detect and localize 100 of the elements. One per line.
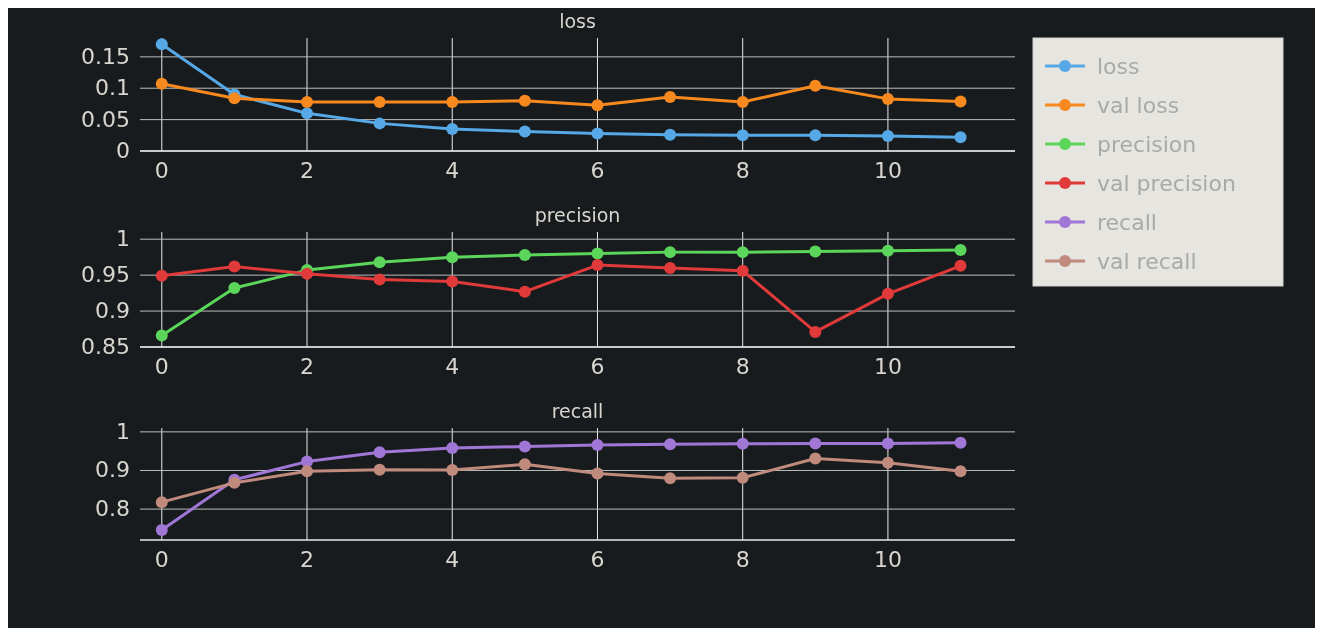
point (954, 436, 967, 449)
point (228, 260, 241, 273)
point (446, 251, 459, 264)
y-tick-label: 0 (116, 138, 130, 163)
point (881, 437, 894, 450)
point (373, 96, 386, 109)
point (591, 438, 604, 451)
x-tick-label: 6 (590, 158, 605, 183)
point (373, 446, 386, 459)
legend-label: loss (1097, 54, 1140, 79)
x-tick-label: 0 (154, 354, 169, 379)
point (155, 329, 168, 342)
chart-title: loss (559, 10, 596, 32)
point (373, 463, 386, 476)
x-tick-label: 6 (590, 354, 605, 379)
legend-label: val recall (1097, 249, 1197, 274)
y-tick-label: 0.8 (95, 496, 130, 522)
x-tick-label: 8 (735, 354, 750, 379)
point (664, 128, 677, 141)
y-tick-label: 0.1 (95, 75, 130, 101)
x-tick-label: 6 (590, 547, 605, 572)
x-tick-label: 0 (154, 547, 169, 572)
x-tick-label: 4 (445, 547, 460, 572)
point (736, 471, 749, 484)
y-tick-label: 0.85 (81, 334, 130, 359)
x-tick-label: 10 (873, 547, 902, 572)
x-tick-label: 8 (735, 547, 750, 572)
point (664, 261, 677, 274)
point (301, 465, 314, 478)
point (155, 269, 168, 282)
x-tick-label: 4 (445, 354, 460, 379)
point (155, 523, 168, 536)
point (446, 464, 459, 477)
point (736, 96, 749, 109)
point (591, 99, 604, 112)
point (591, 259, 604, 272)
y-tick-label: 1 (116, 226, 130, 252)
x-tick-label: 2 (300, 354, 315, 379)
x-tick-label: 2 (300, 158, 315, 183)
x-tick-label: 4 (445, 158, 460, 183)
point (518, 458, 531, 471)
point (446, 442, 459, 455)
point (373, 256, 386, 269)
chart-title: recall (551, 400, 604, 422)
y-tick-label: 1 (116, 418, 130, 444)
point (664, 246, 677, 259)
legend-label: val precision (1097, 171, 1236, 196)
point (809, 245, 822, 258)
y-tick-label: 0.15 (81, 43, 130, 69)
point (591, 247, 604, 260)
y-tick-label: 0.95 (81, 262, 130, 288)
point (518, 94, 531, 107)
point (228, 282, 241, 295)
point (954, 131, 967, 144)
point (881, 244, 894, 257)
point (809, 452, 822, 465)
point (736, 264, 749, 277)
point (809, 437, 822, 450)
point (809, 129, 822, 142)
point (736, 437, 749, 450)
point (954, 259, 967, 272)
point (809, 325, 822, 338)
point (373, 273, 386, 286)
point (373, 117, 386, 130)
point (446, 96, 459, 109)
chart-title: precision (534, 204, 621, 226)
legend-label: val loss (1097, 93, 1180, 118)
point (954, 95, 967, 108)
point (881, 287, 894, 300)
point (446, 123, 459, 136)
point (881, 456, 894, 469)
point (881, 129, 894, 142)
x-tick-label: 10 (873, 158, 902, 183)
point (518, 285, 531, 298)
point (664, 472, 677, 485)
point (664, 438, 677, 451)
point (155, 77, 168, 90)
x-tick-label: 10 (873, 354, 902, 379)
point (736, 129, 749, 142)
point (809, 79, 822, 92)
legend-label: precision (1097, 132, 1197, 157)
point (518, 125, 531, 138)
point (591, 467, 604, 480)
x-tick-label: 0 (154, 158, 169, 183)
point (881, 92, 894, 105)
legend-label: recall (1097, 210, 1157, 235)
point (591, 127, 604, 140)
point (518, 249, 531, 261)
point (301, 96, 314, 109)
point (954, 243, 967, 256)
point (155, 38, 168, 51)
point (301, 107, 314, 120)
point (954, 465, 967, 478)
y-tick-label: 0.9 (95, 457, 130, 483)
point (228, 92, 241, 105)
x-tick-label: 8 (735, 158, 750, 183)
x-tick-label: 2 (300, 547, 315, 572)
point (664, 91, 677, 104)
point (446, 275, 459, 288)
y-tick-label: 0.9 (95, 298, 130, 324)
